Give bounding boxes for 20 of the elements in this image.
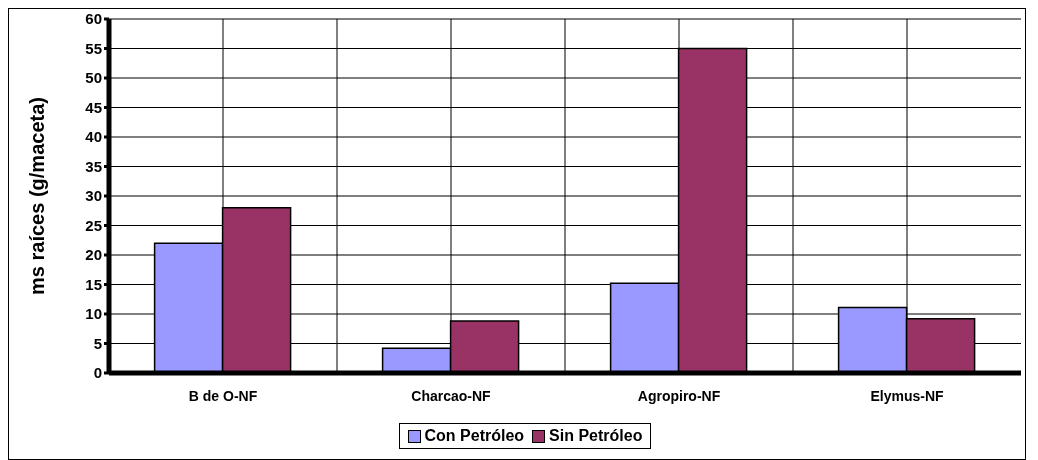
y-tick-label: 40 [85, 128, 102, 146]
x-tick-label: Charcao-NF [411, 387, 492, 404]
x-tick-label: Elymus-NF [870, 387, 945, 404]
legend-label: Sin Petróleo [548, 427, 643, 445]
x-tick-label: B de O-NF [188, 387, 258, 404]
y-tick-label: 15 [85, 275, 102, 293]
y-tick-label: 20 [85, 246, 102, 264]
y-axis-title: ms raíces (g/maceta) [26, 97, 49, 295]
y-tick-label: 55 [85, 39, 102, 57]
x-tick-label: Agropiro-NF [637, 387, 721, 404]
y-tick-label: 35 [85, 157, 102, 175]
y-tick-label: 30 [85, 187, 102, 205]
legend-label: Con Petróleo [423, 427, 525, 445]
y-tick-label: 45 [85, 98, 102, 116]
y-tick-label: 50 [85, 69, 102, 87]
y-tick-label: 60 [85, 10, 102, 28]
y-tick-label: 5 [93, 334, 102, 352]
y-tick-label: 0 [93, 364, 102, 382]
y-tick-label: 25 [85, 216, 102, 234]
y-tick-label: 10 [85, 305, 102, 323]
